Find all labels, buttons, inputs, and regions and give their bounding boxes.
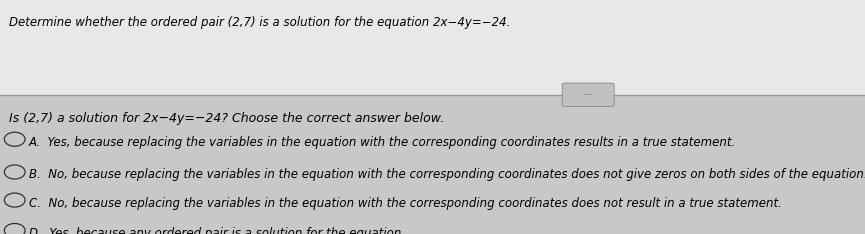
Text: A.  Yes, because replacing the variables in the equation with the corresponding : A. Yes, because replacing the variables … <box>29 136 736 149</box>
Text: C.  No, because replacing the variables in the equation with the corresponding c: C. No, because replacing the variables i… <box>29 197 781 210</box>
Text: D.  Yes, because any ordered pair is a solution for the equation.: D. Yes, because any ordered pair is a so… <box>29 227 405 234</box>
Text: B.  No, because replacing the variables in the equation with the corresponding c: B. No, because replacing the variables i… <box>29 168 865 182</box>
FancyBboxPatch shape <box>0 0 865 95</box>
Text: ⋯: ⋯ <box>584 90 593 99</box>
Text: Determine whether the ordered pair (2,7) is a solution for the equation 2x−4y=−2: Determine whether the ordered pair (2,7)… <box>9 16 510 29</box>
Text: Is (2,7) a solution for 2x−4y=−24? Choose the correct answer below.: Is (2,7) a solution for 2x−4y=−24? Choos… <box>9 112 444 125</box>
FancyBboxPatch shape <box>562 83 614 106</box>
FancyBboxPatch shape <box>0 95 865 234</box>
